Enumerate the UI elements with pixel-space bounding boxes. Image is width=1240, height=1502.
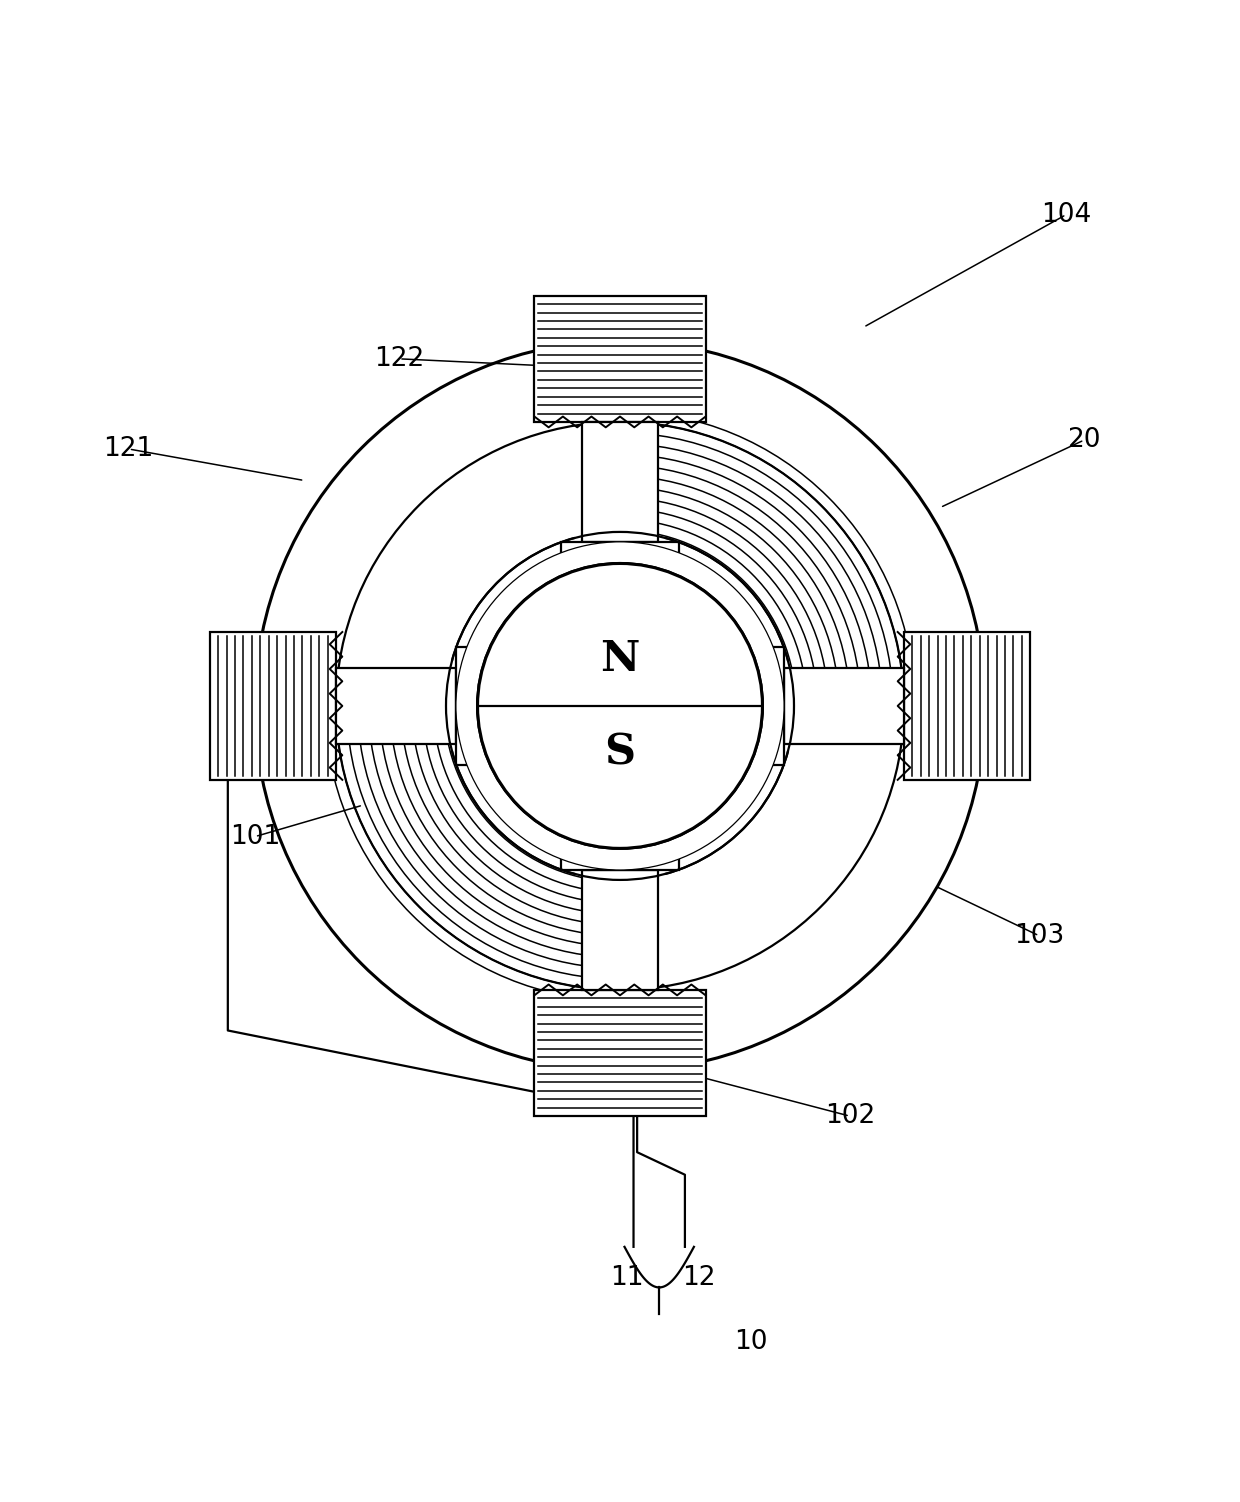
Text: S: S [604, 731, 636, 774]
Circle shape [255, 341, 985, 1071]
Text: 102: 102 [825, 1102, 875, 1130]
Text: N: N [600, 638, 640, 680]
Bar [456, 647, 476, 765]
Text: 121: 121 [103, 436, 154, 463]
Bar [534, 990, 706, 1116]
Circle shape [456, 542, 784, 870]
Bar [562, 542, 678, 562]
Text: 104: 104 [1042, 201, 1091, 228]
Bar [336, 668, 456, 743]
Text: 101: 101 [229, 823, 280, 850]
Text: 10: 10 [734, 1328, 768, 1355]
Bar [534, 296, 706, 422]
Circle shape [477, 563, 763, 849]
Bar [784, 668, 904, 743]
Bar [582, 422, 658, 542]
Text: 12: 12 [682, 1265, 715, 1292]
Bar [764, 647, 784, 765]
Text: 20: 20 [1068, 427, 1101, 454]
Text: S: S [604, 731, 636, 774]
Text: 11: 11 [610, 1265, 644, 1292]
Bar [562, 850, 678, 870]
Bar [210, 632, 336, 780]
Bar [582, 870, 658, 990]
Circle shape [336, 422, 904, 990]
Text: N: N [600, 638, 640, 680]
Text: 103: 103 [1014, 922, 1064, 949]
Bar [904, 632, 1030, 780]
Text: 122: 122 [374, 345, 424, 372]
Circle shape [477, 563, 763, 849]
